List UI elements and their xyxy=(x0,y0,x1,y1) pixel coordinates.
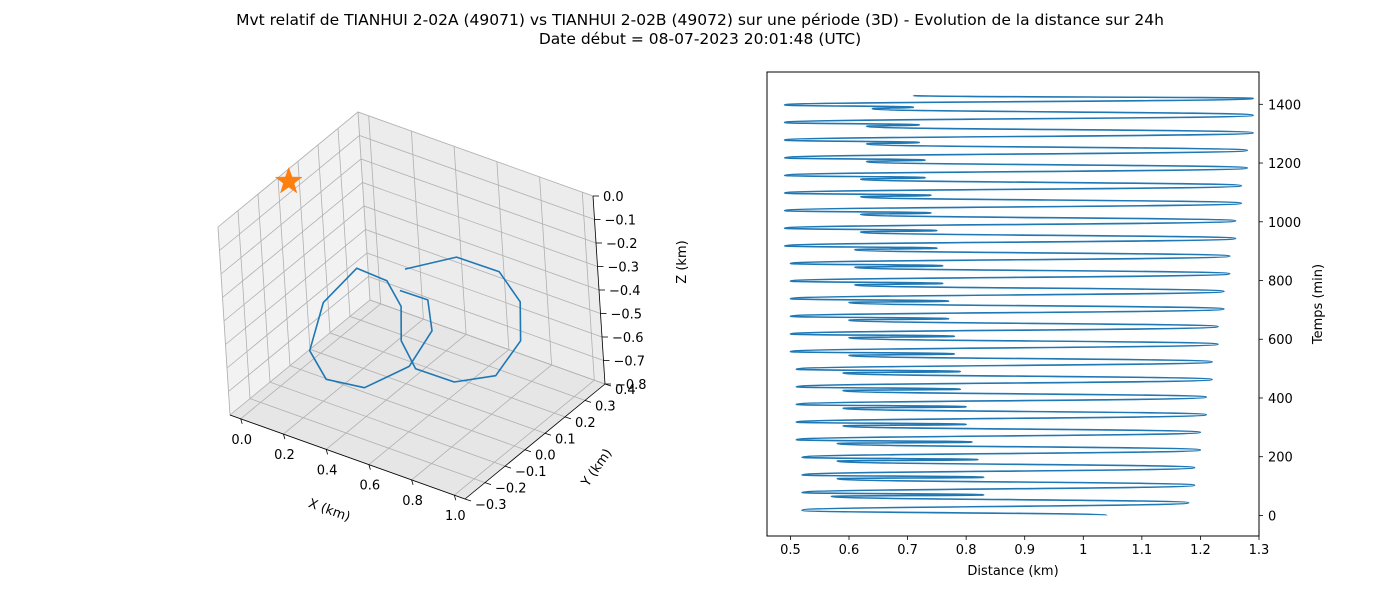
y-tick-label: 1000 xyxy=(1268,216,1301,231)
x-tick-label: 0.4 xyxy=(317,463,338,478)
y-tick-mark xyxy=(524,449,532,453)
x-tick-label: 0.5 xyxy=(780,543,801,558)
x-tick-mark xyxy=(325,449,329,455)
grid-line-z xyxy=(220,158,597,275)
z-tick-label: −0.4 xyxy=(609,284,641,299)
y-tick-mark xyxy=(484,482,492,485)
x-tick-label: 1.1 xyxy=(1132,543,1153,558)
x-axis-label: Distance (km) xyxy=(967,564,1058,579)
x-tick-label: 1.3 xyxy=(1249,543,1270,558)
y-tick-label: −0.2 xyxy=(495,482,527,497)
z-tick-label: −0.8 xyxy=(615,378,647,393)
y-axis-label-3d: Y (km) xyxy=(578,446,615,490)
x-axis-line xyxy=(229,414,466,500)
x-axis-label-3d: X (km) xyxy=(306,496,352,525)
chart-3d-trajectory: 0.00.20.40.60.81.0−0.3−0.2−0.10.00.10.20… xyxy=(217,110,690,525)
data-group xyxy=(274,166,522,389)
y-tick-mark xyxy=(584,400,592,403)
grid-group xyxy=(217,111,606,500)
z-tick-label: −0.5 xyxy=(611,308,643,323)
x-tick-mark xyxy=(453,495,457,501)
y-tick-label: 1200 xyxy=(1268,157,1301,172)
x-tick-mark xyxy=(240,418,243,424)
grid-line-z xyxy=(226,252,603,369)
tick-group: 0.5 0.6 0.7 0.8 0.9 1 1.1 1.2 1.3 0 200 400 600 800 10… xyxy=(780,98,1301,558)
data-group xyxy=(783,94,1254,517)
y-axis-line xyxy=(464,383,606,500)
x-tick-label: 0.6 xyxy=(839,543,860,558)
x-tick-label: 1.2 xyxy=(1190,543,1211,558)
z-tick-label: −0.3 xyxy=(608,261,640,276)
y-tick-label: 800 xyxy=(1268,275,1293,290)
z-tick-label: −0.7 xyxy=(614,355,646,370)
z-tick-label: −0.1 xyxy=(605,214,637,229)
grid-line-z xyxy=(217,111,594,228)
x-tick-mark xyxy=(368,464,371,470)
y-tick-label: −0.3 xyxy=(475,498,507,513)
x-tick-label: 0.6 xyxy=(360,479,381,494)
y-tick-label: 0.4 xyxy=(615,383,636,398)
trajectory-line xyxy=(308,256,522,389)
x-tick-label: 1 xyxy=(1079,543,1087,558)
y-tick-mark xyxy=(504,465,512,469)
plot-frame xyxy=(766,71,1260,537)
z-tick-label: −0.2 xyxy=(606,237,638,252)
x-tick-label: 1.0 xyxy=(445,509,466,524)
y-tick-label: −0.1 xyxy=(515,465,547,480)
y-tick-mark xyxy=(564,416,572,420)
x-tick-label: 0.7 xyxy=(897,543,918,558)
x-tick-label: 0.8 xyxy=(402,494,423,509)
y-tick-label: 0.3 xyxy=(595,399,616,414)
x-tick-mark xyxy=(411,479,414,486)
y-tick-label: 1400 xyxy=(1268,98,1301,113)
y-tick-label: 0.0 xyxy=(535,449,556,464)
y-tick-label: 0 xyxy=(1268,509,1276,524)
z-tick-label: 0.0 xyxy=(603,190,624,205)
grid-line-z xyxy=(228,276,604,392)
x-tick-label: 0.2 xyxy=(274,448,295,463)
x-tick-mark xyxy=(283,433,286,440)
y-tick-mark xyxy=(544,432,552,436)
distance-curve xyxy=(783,94,1254,517)
x-tick-label: 0.0 xyxy=(231,433,252,448)
grid-line-z xyxy=(225,229,601,345)
grid-line-z xyxy=(219,135,595,251)
x-tick-label: 0.8 xyxy=(956,543,977,558)
tick-group: 0.00.20.40.60.81.0−0.3−0.2−0.10.00.10.20… xyxy=(229,190,647,524)
figure-title-line1: Mvt relatif de TIANHUI 2-02A (49071) vs … xyxy=(236,11,1164,29)
y-tick-label: 0.2 xyxy=(575,416,596,431)
y-tick-label: 400 xyxy=(1268,392,1293,407)
grid-line-z xyxy=(222,182,598,298)
grid-line-z xyxy=(223,205,600,322)
z-axis-label-3d: Z (km) xyxy=(675,240,690,283)
figure-title-line2: Date début = 08-07-2023 20:01:48 (UTC) xyxy=(539,30,861,48)
pane-group xyxy=(217,110,606,500)
y-tick-label: 600 xyxy=(1268,333,1293,348)
x-tick-label: 0.9 xyxy=(1014,543,1035,558)
y-tick-mark xyxy=(464,498,472,502)
z-tick-label: −0.6 xyxy=(612,331,644,346)
y-axis-label: Temps (min) xyxy=(1311,264,1326,345)
y-tick-label: 200 xyxy=(1268,451,1293,466)
chart-distance-vs-time: 0.5 0.6 0.7 0.8 0.9 1 1.1 1.2 1.3 0 200 400 600 800 10… xyxy=(766,71,1326,579)
origin-star-marker xyxy=(274,166,303,194)
y-tick-label: 0.1 xyxy=(555,432,576,447)
grid-line-z xyxy=(229,299,606,416)
